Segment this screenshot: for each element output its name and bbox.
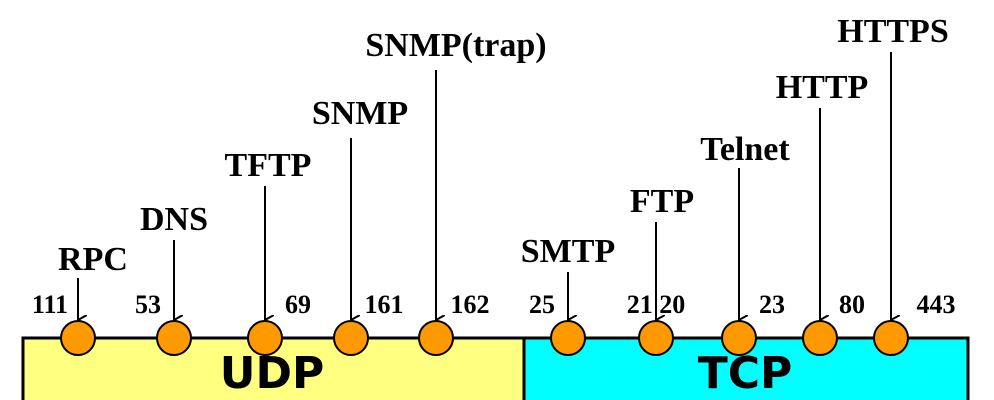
rpc-node [60, 320, 96, 356]
udp-label: UDP [220, 348, 325, 399]
snmp-trap-port: 162 [451, 290, 490, 319]
dns-label: DNS [140, 201, 208, 238]
http-label: HTTP [776, 69, 869, 106]
ftp-node [638, 320, 674, 356]
https-label: HTTPS [837, 13, 948, 50]
telnet-node [721, 320, 757, 356]
https-node [873, 320, 909, 356]
ftp-port: 21 20 [627, 290, 686, 319]
telnet-port: 23 [759, 290, 785, 319]
snmp-node [333, 320, 369, 356]
http-node [802, 320, 838, 356]
smtp-port: 25 [529, 290, 555, 319]
tcp-label: TCP [698, 348, 793, 399]
dns-port: 53 [135, 290, 161, 319]
dns-node [156, 320, 192, 356]
telnet-label: Telnet [700, 131, 790, 168]
tftp-node [247, 320, 283, 356]
smtp-node [550, 320, 586, 356]
https-port: 443 [917, 290, 956, 319]
tftp-label: TFTP [225, 147, 312, 184]
snmp-trap-label: SNMP(trap) [365, 27, 546, 64]
snmp-trap-node [418, 320, 454, 356]
http-port: 80 [839, 290, 865, 319]
snmp-port: 161 [365, 290, 404, 319]
snmp-label: SNMP [312, 95, 408, 132]
rpc-port: 111 [32, 290, 68, 319]
smtp-label: SMTP [521, 233, 615, 270]
ftp-label: FTP [630, 183, 694, 220]
rpc-label: RPC [58, 241, 128, 278]
tftp-port: 69 [285, 290, 311, 319]
